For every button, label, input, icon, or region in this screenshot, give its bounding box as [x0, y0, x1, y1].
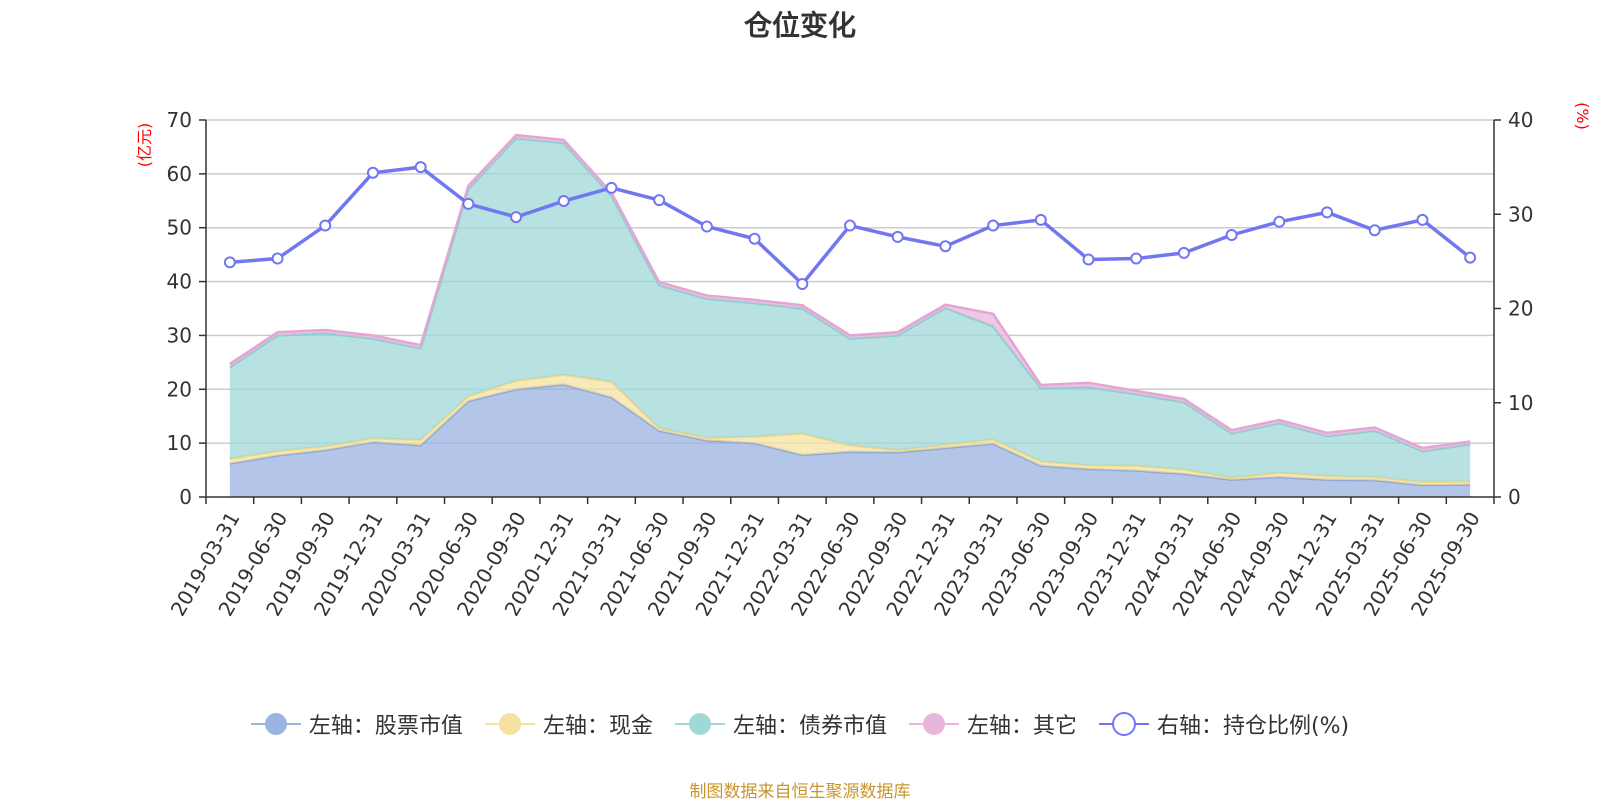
left-tick-label: 70 [167, 108, 192, 132]
legend-item[interactable]: 左轴：股票市值 [250, 708, 463, 740]
legend-item[interactable]: 右轴：持仓比例(%) [1098, 708, 1350, 740]
ratio-line [223, 161, 1477, 290]
left-axis-unit: (亿元) [135, 123, 154, 168]
ratio-point[interactable] [1082, 253, 1095, 266]
legend-item[interactable]: 左轴：债券市值 [674, 708, 887, 740]
ratio-point[interactable] [844, 219, 856, 232]
ratio-point[interactable] [1225, 228, 1238, 241]
ratio-point[interactable] [1177, 246, 1190, 259]
ratio-point[interactable] [939, 240, 952, 253]
ratio-point[interactable] [557, 195, 570, 208]
ratio-point[interactable] [366, 166, 379, 179]
ratio-point[interactable] [1321, 206, 1334, 219]
ratio-point[interactable] [653, 194, 666, 207]
legend-symbol-icon [908, 713, 959, 735]
ratio-point[interactable] [748, 232, 761, 245]
right-tick-label: 20 [1508, 297, 1533, 321]
ratio-point[interactable] [700, 220, 713, 233]
left-tick-label: 50 [167, 216, 192, 240]
legend-label: 左轴：现金 [542, 714, 653, 739]
legend-item[interactable]: 左轴：现金 [484, 708, 653, 740]
right-tick-label: 30 [1508, 202, 1533, 226]
ratio-point[interactable] [271, 252, 284, 265]
left-tick-label: 10 [167, 431, 192, 455]
area-3 [229, 138, 1471, 482]
ratio-point[interactable] [1464, 251, 1477, 264]
right-tick-label: 40 [1508, 108, 1533, 132]
left-tick-label: 0 [179, 485, 192, 509]
legend-symbol-icon [674, 713, 725, 735]
ratio-point[interactable] [1368, 224, 1381, 237]
ratio-point[interactable] [605, 181, 618, 194]
legend-label: 左轴：其它 [966, 714, 1077, 739]
legend-symbol-icon [250, 713, 301, 735]
ratio-point[interactable] [319, 219, 332, 232]
right-tick-label: 0 [1508, 485, 1521, 509]
area-edge-4 [229, 133, 1471, 450]
legend-symbol-icon [484, 713, 535, 735]
ratio-point[interactable] [1130, 252, 1143, 265]
left-tick-label: 20 [167, 377, 192, 401]
chart-title: 仓位变化 [743, 9, 856, 42]
source-note: 制图数据来自恒生聚源数据库 [689, 782, 911, 802]
legend-label: 左轴：股票市值 [308, 714, 463, 739]
legend: 左轴：股票市值 左轴：现金 左轴：债券市值 左轴：其它 右轴：持仓比例(%) [0, 708, 1600, 740]
right-axis-unit: (%) [1573, 102, 1592, 130]
ratio-point[interactable] [891, 230, 904, 243]
area-1 [229, 384, 1471, 497]
ratio-point[interactable] [223, 256, 236, 269]
legend-label: 左轴：债券市值 [732, 714, 887, 739]
ratio-point[interactable] [1273, 215, 1286, 228]
ratio-point[interactable] [510, 211, 523, 224]
legend-symbol-icon [1098, 712, 1149, 736]
ratio-point[interactable] [1034, 213, 1047, 226]
stacked-areas [229, 133, 1471, 497]
legend-item[interactable]: 左轴：其它 [908, 708, 1077, 740]
ratio-point[interactable] [462, 197, 475, 210]
left-tick-label: 30 [167, 323, 192, 347]
right-tick-label: 10 [1508, 391, 1533, 415]
ratio-point[interactable] [1416, 213, 1429, 226]
left-tick-label: 60 [167, 162, 192, 186]
left-tick-label: 40 [167, 270, 192, 294]
ratio-point[interactable] [987, 219, 1000, 232]
ratio-point[interactable] [414, 161, 427, 174]
legend-label: 右轴：持仓比例(%) [1156, 714, 1350, 739]
ratio-point[interactable] [796, 277, 809, 290]
